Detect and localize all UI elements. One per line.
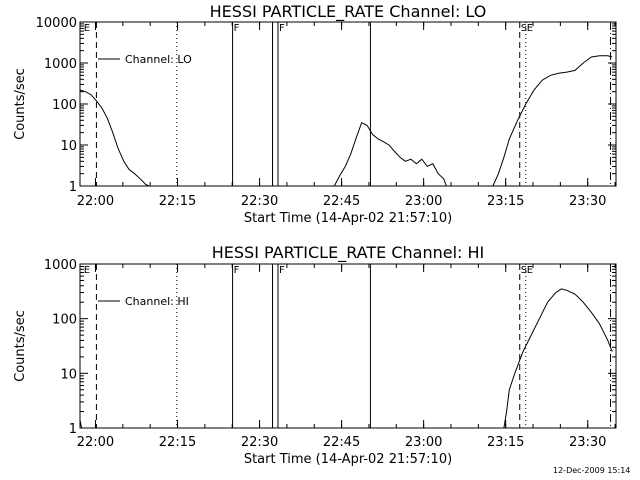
- event-marker-label: E: [84, 265, 90, 276]
- chart-panel-lo: HESSI PARTICLE_RATE Channel: LO 22:00 22:1…: [13, 2, 617, 226]
- event-marker-label: E: [527, 23, 533, 34]
- series-line: [333, 122, 447, 187]
- chart-panel-hi: HESSI PARTICLE_RATE Channel: HI 22:00 22:1…: [13, 243, 617, 467]
- plot-frame: [79, 263, 617, 429]
- x-axis-label: Start Time (14-Apr-02 21:57:10): [244, 452, 452, 467]
- event-marker-label: S: [521, 265, 527, 276]
- x-tick-label: 23:00: [405, 435, 442, 450]
- event-marker-label: F: [279, 265, 285, 276]
- x-tick-label: 22:45: [323, 194, 360, 209]
- event-marker-label: E: [84, 23, 90, 34]
- chart-title: HESSI PARTICLE_RATE Channel: LO: [210, 2, 487, 22]
- x-tick-label: 23:30: [569, 194, 606, 209]
- x-tick-label: 22:45: [323, 435, 360, 450]
- y-tick-label: 10000: [36, 16, 77, 31]
- x-axis-label: Start Time (14-Apr-02 21:57:10): [244, 211, 452, 226]
- series-line: [503, 288, 613, 429]
- x-tick-label: 23:15: [487, 194, 524, 209]
- x-tick-label: 23:30: [569, 435, 606, 450]
- x-tick-label: 23:00: [405, 194, 442, 209]
- x-tick-label: 22:30: [241, 435, 278, 450]
- y-tick-label: 100: [52, 98, 77, 113]
- y-tick-label: 100: [52, 313, 77, 328]
- y-tick-label: 10: [60, 367, 77, 382]
- legend-label: Channel: LO: [125, 53, 192, 66]
- y-axis-label: Counts/sec: [13, 68, 28, 140]
- event-marker-label: F: [279, 23, 285, 34]
- plot-timestamp: 12-Dec-2009 15:14: [553, 466, 631, 475]
- x-tick-label: 22:15: [159, 194, 196, 209]
- series-line: [492, 55, 613, 187]
- series-line: [79, 419, 83, 429]
- x-tick-label: 22:15: [159, 435, 196, 450]
- y-tick-label: 1: [69, 180, 77, 195]
- y-tick-label: 1000: [44, 258, 77, 273]
- x-tick-label: 22:00: [77, 194, 114, 209]
- event-marker-label: F: [234, 265, 240, 276]
- event-marker-label: S: [521, 23, 527, 34]
- y-tick-label: 10: [60, 139, 77, 154]
- chart-title: HESSI PARTICLE_RATE Channel: HI: [212, 243, 485, 263]
- series-line: [79, 89, 150, 187]
- event-marker-label: F: [234, 23, 240, 34]
- x-tick-label: 23:15: [487, 435, 524, 450]
- x-tick-label: 22:00: [77, 435, 114, 450]
- y-tick-label: 1: [69, 422, 77, 437]
- y-axis-label: Counts/sec: [13, 310, 28, 382]
- event-marker-label: E: [527, 265, 533, 276]
- legend-label: Channel: HI: [125, 295, 189, 308]
- x-tick-label: 22:30: [241, 194, 278, 209]
- y-tick-label: 1000: [44, 57, 77, 72]
